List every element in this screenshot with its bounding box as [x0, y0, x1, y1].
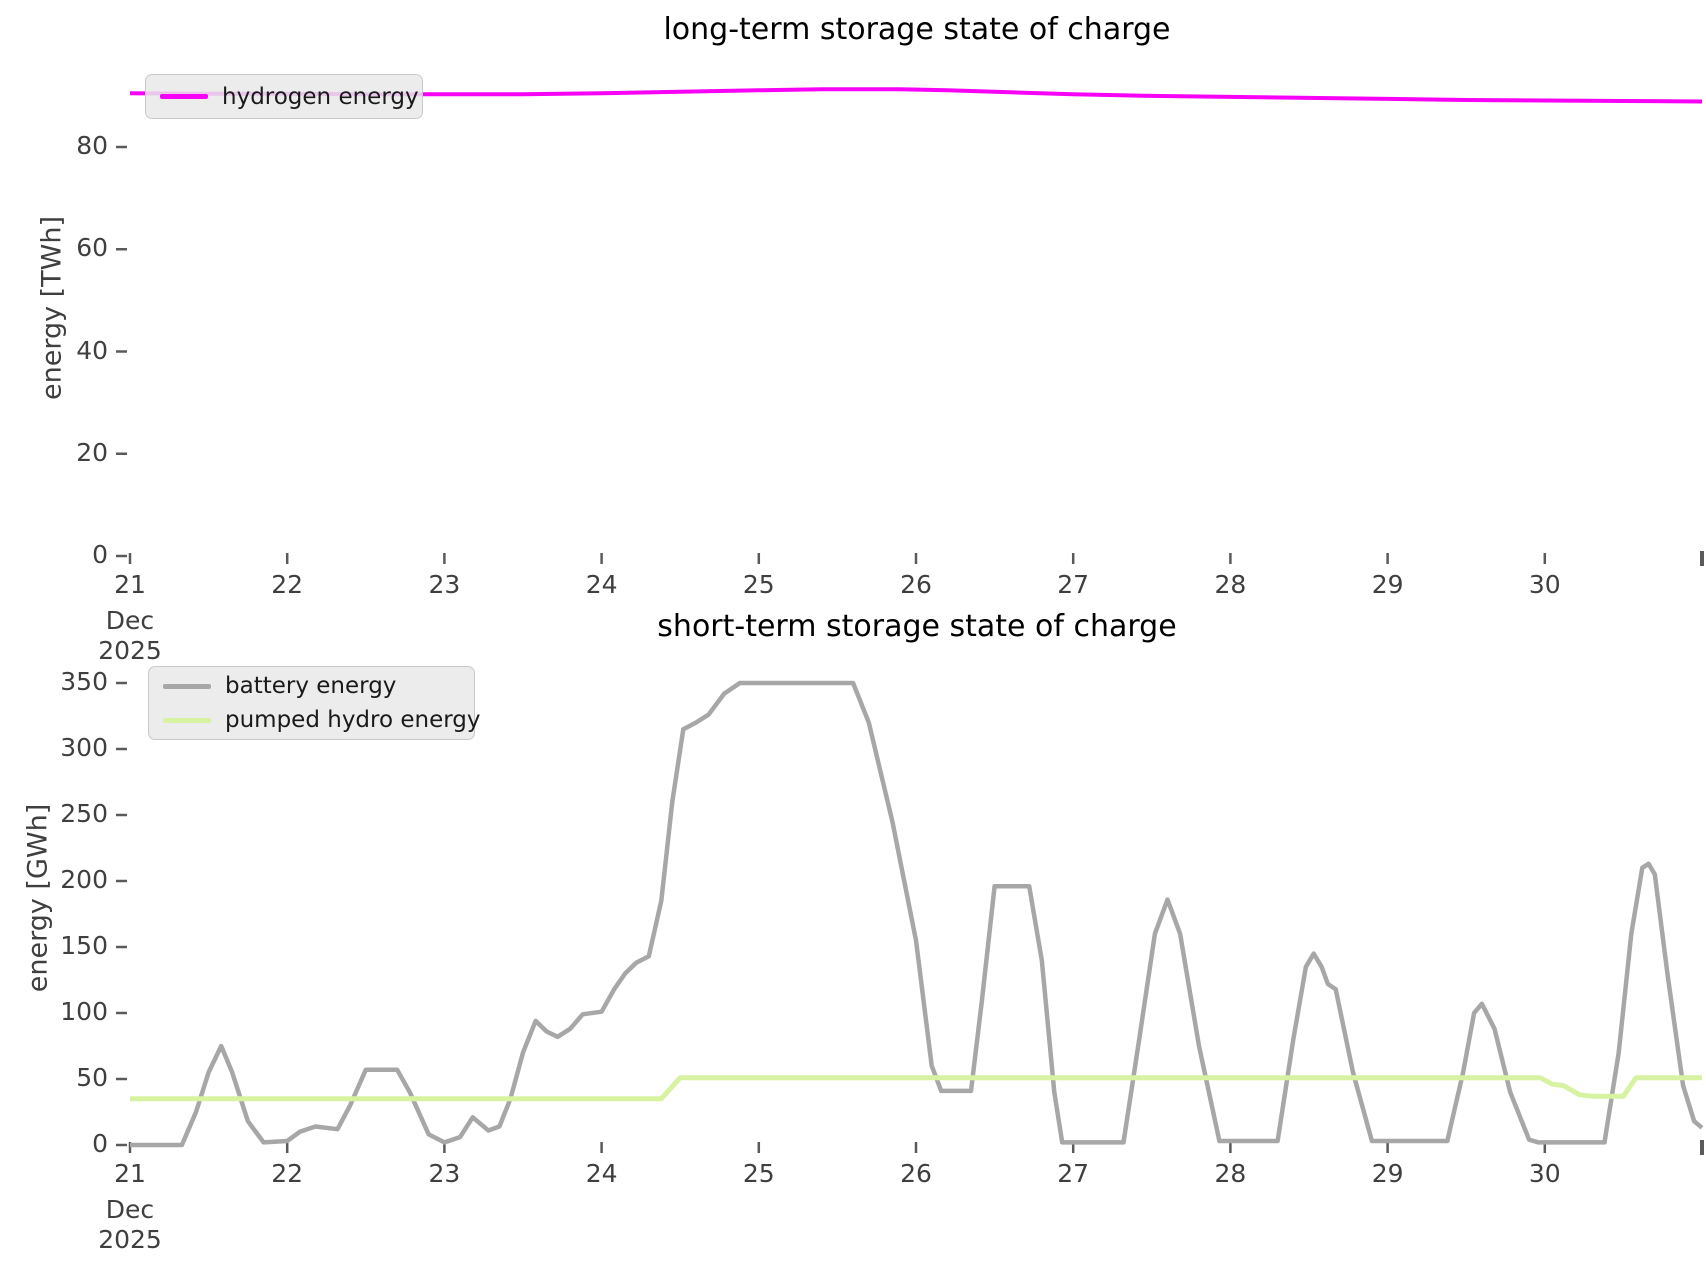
x-tick-label: 21 [114, 570, 146, 599]
y-tick-label: 0 [92, 540, 108, 569]
battery-energy-legend-label: battery energy [225, 673, 397, 699]
x-tick-label: 23 [428, 1159, 461, 1188]
x-tick-label: 29 [1371, 1159, 1404, 1188]
y-tick-label: 0 [92, 1129, 108, 1158]
x-tick-label: 26 [900, 1159, 932, 1188]
y-tick-label: 250 [60, 799, 108, 828]
x-tick-label: 25 [742, 570, 775, 599]
battery-energy-line-swatch [163, 683, 211, 689]
x-tick-label: 23 [428, 570, 461, 599]
y-tick-label: 60 [76, 233, 108, 263]
y-tick-label: 20 [76, 437, 108, 467]
pumped-hydro-energy-legend-label: pumped hydro energy [225, 707, 481, 733]
x-axis-month-label: Dec [105, 1195, 155, 1224]
x-axis-year-label: 2025 [98, 636, 162, 665]
x-tick-label: 21 [114, 1159, 146, 1188]
long-term-legend: hydrogen energy [145, 74, 423, 119]
x-tick-label: 24 [585, 1159, 618, 1188]
x-tick-label: 30 [1528, 570, 1561, 599]
x-tick-label: 29 [1371, 570, 1404, 599]
long-term-chart-title: long-term storage state of charge [663, 12, 1171, 47]
legend-row: hydrogen energy [160, 83, 419, 110]
hydrogen-energy-line-swatch [160, 94, 208, 99]
y-tick-label: 40 [76, 335, 108, 365]
pumped-hydro-energy-line-swatch [163, 717, 211, 723]
short-term-y-axis-label: energy [GWh] [22, 803, 54, 993]
battery-energy-line [130, 680, 1704, 1148]
hydrogen-energy-legend-label: hydrogen energy [222, 83, 419, 110]
x-tick-label: 30 [1528, 1159, 1561, 1188]
x-axis-year-label: 2025 [98, 1225, 162, 1254]
x-tick-label: 25 [742, 1159, 775, 1188]
y-tick-label: 200 [60, 865, 108, 894]
short-term-legend: battery energy pumped hydro energy [148, 666, 481, 740]
x-tick-label: 26 [900, 570, 932, 599]
x-tick-label: 28 [1214, 1159, 1247, 1188]
legend-row: battery energy [163, 673, 460, 700]
x-tick-label: 22 [271, 1159, 304, 1188]
pumped-hydro-energy-line [130, 1075, 1702, 1102]
short-term-chart-title: short-term storage state of charge [657, 609, 1177, 644]
y-tick-label: 150 [60, 931, 108, 960]
y-tick-label: 300 [60, 733, 108, 762]
x-tick-label: 22 [271, 570, 304, 599]
x-axis-month-label: Dec [105, 606, 155, 635]
y-tick-label: 350 [60, 667, 108, 696]
y-tick-label: 80 [76, 131, 108, 160]
legend-row: pumped hydro energy [163, 707, 481, 734]
x-tick-label: 27 [1057, 1159, 1090, 1188]
x-tick-label: 27 [1057, 570, 1090, 599]
y-tick-label: 100 [60, 997, 108, 1026]
x-tick-label: 28 [1214, 570, 1247, 599]
y-tick-label: 50 [76, 1063, 108, 1092]
x-tick-label: 24 [585, 570, 618, 599]
